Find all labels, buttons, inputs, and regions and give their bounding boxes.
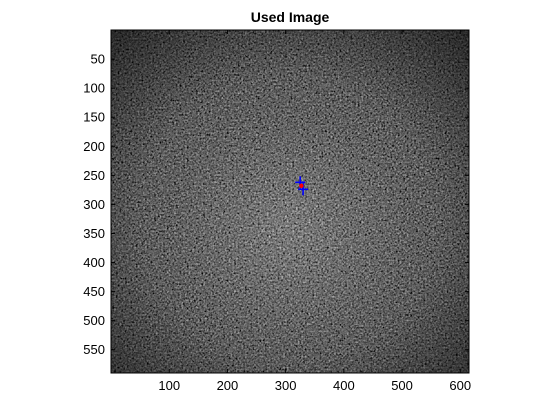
x-tick-label: 100 — [158, 378, 180, 393]
x-tick-label: 200 — [217, 378, 239, 393]
y-tick-label: 400 — [83, 255, 105, 270]
y-tick-label: 500 — [83, 313, 105, 328]
image-vignette — [111, 30, 469, 373]
x-tick-label: 300 — [275, 378, 297, 393]
axis-tick-labels: 100 200 300 400 500 600 50 100 150 200 250 300 350 40… — [83, 52, 471, 393]
x-tick-label: 400 — [333, 378, 355, 393]
y-tick-label: 450 — [83, 284, 105, 299]
y-tick-label: 550 — [83, 342, 105, 357]
x-tick-label: 500 — [391, 378, 413, 393]
y-tick-label: 100 — [83, 81, 105, 96]
y-tick-label: 350 — [83, 226, 105, 241]
y-tick-label: 200 — [83, 139, 105, 154]
axes-frame — [110, 29, 470, 374]
red-dot-marker — [299, 183, 304, 189]
y-tick-label: 50 — [91, 52, 105, 67]
axis-ticks — [111, 30, 469, 373]
y-tick-label: 150 — [83, 110, 105, 125]
figure-title: Used Image — [250, 9, 330, 25]
y-tick-label: 300 — [83, 197, 105, 212]
x-tick-label: 600 — [449, 378, 471, 393]
grayscale-image — [111, 30, 469, 373]
marker-overlay — [295, 176, 309, 196]
y-tick-label: 250 — [83, 168, 105, 183]
